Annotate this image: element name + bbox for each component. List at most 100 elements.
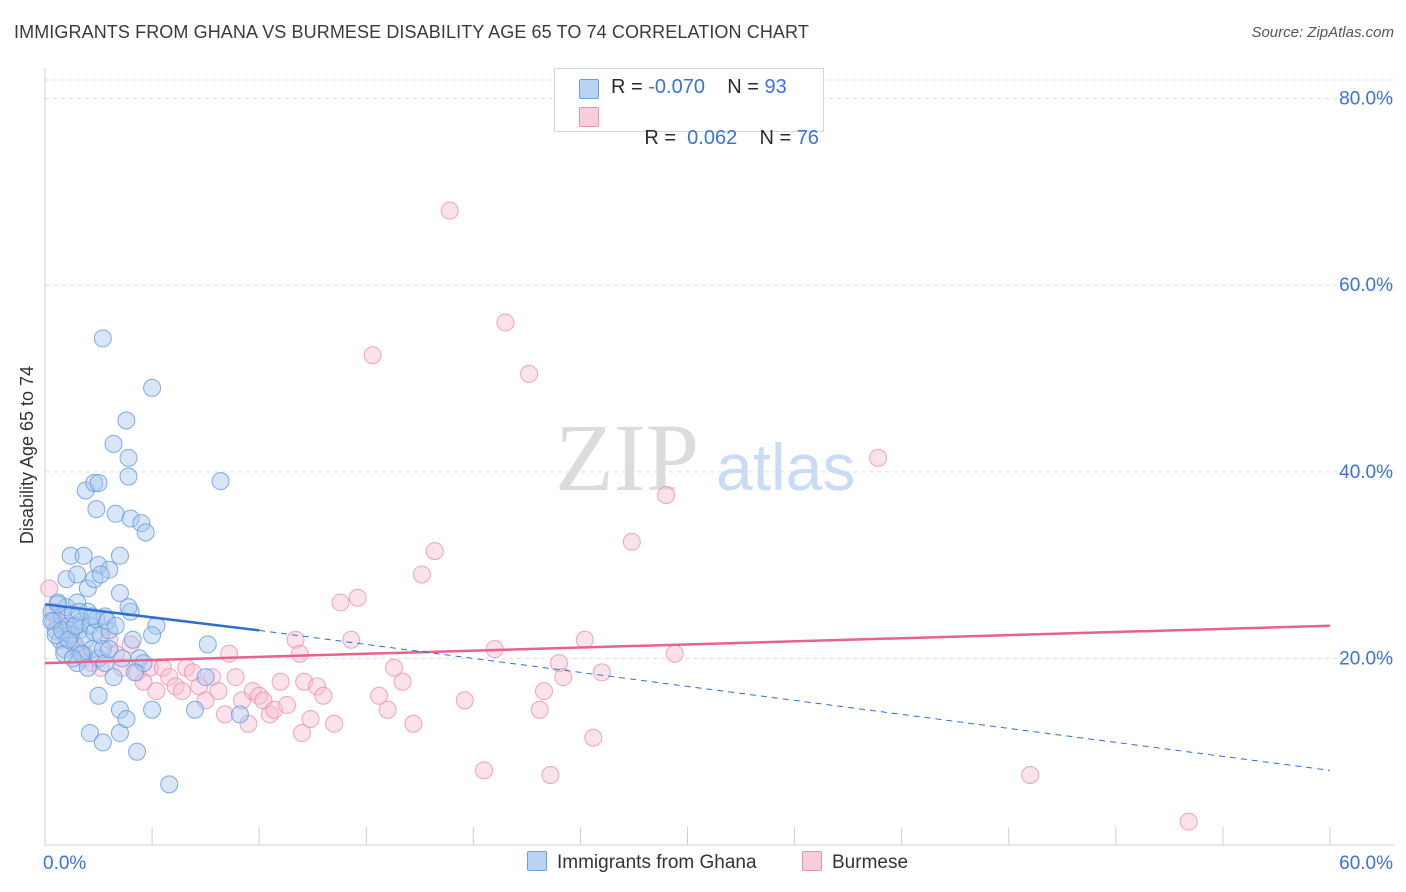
burmese-point [520,364,539,383]
legend-r-value-ghana: -0.070 [648,76,705,98]
ghana-point [89,474,108,493]
bottom-legend-burmese: Burmese [802,851,908,874]
burmese-point [869,448,888,467]
burmese-point [440,201,459,220]
burmese-point [286,630,305,649]
ghana-point [160,775,179,794]
ghana-point [125,663,144,682]
burmese-point [301,710,320,729]
ghana-point [85,474,104,493]
burmese-points [40,201,1198,831]
ghana-point [104,668,123,687]
correlation-legend: R = -0.070 N = 93 R = 0.062 N = 76 [554,68,824,149]
ghana-point [110,700,129,719]
legend-r-value-burmese: 0.062 [681,127,738,149]
burmese-point [226,668,245,687]
burmese-point [575,630,594,649]
watermark-atlas: atlas [716,430,855,504]
ghana-points [42,329,249,794]
legend-n-label: N = [759,127,797,149]
ghana-point [57,570,76,589]
watermark: ZIP atlas [555,404,855,511]
legend-n-value-burmese: 76 [796,127,819,149]
burmese-point [425,542,444,561]
burmese-point [554,668,573,687]
ghana-point [80,724,99,743]
trend-lines [44,603,1331,771]
burmese-point [393,672,412,691]
burmese-point [293,724,311,743]
ghana-point [68,565,87,584]
burmese-point [278,696,297,715]
burmese-point [147,682,166,701]
burmese-point [307,677,326,696]
burmese-point [40,579,59,598]
burmese-point [209,682,228,701]
burmese-point [342,630,361,649]
ghana-point [230,705,249,724]
burmese-point [535,682,554,701]
burmese-point [348,588,367,607]
y-tick-label: 20.0% [1339,648,1393,669]
ghana-point [83,607,102,626]
ghana-point [93,329,112,348]
ghana-point [95,654,114,673]
burmese-point [331,593,350,612]
legend-swatch-burmese [579,107,599,127]
burmese-point [1021,766,1040,785]
legend-n-label: N = [727,76,765,98]
bottom-legend-swatch-burmese [802,851,822,871]
ghana-point [93,640,112,659]
ghana-point [185,700,204,719]
ghana-point [121,509,140,528]
burmese-point [541,766,560,785]
burmese-point [370,686,389,705]
burmese-point [121,635,140,654]
x-tick-label: 60.0% [1339,853,1393,874]
burmese-point [271,672,290,691]
ghana-point [61,546,80,565]
ghana-point [91,565,110,584]
ghana-point [53,607,72,626]
legend-r-label: R = [644,127,682,149]
ghana-point [117,710,136,729]
ghana-point [87,500,106,519]
legend-swatch-ghana [579,79,599,99]
ghana-point [136,523,155,542]
burmese-point [657,486,676,505]
ghana-point [106,616,125,635]
burmese-point [592,663,611,682]
burmese-point [412,565,431,584]
ghana-point [211,472,230,491]
y-axis-title: Disability Age 65 to 74 [17,366,37,544]
burmese-point [1179,812,1198,831]
bottom-legend-label-ghana: Immigrants from Ghana [557,852,757,873]
burmese-point [530,700,549,719]
burmese-trend-line [44,624,1331,665]
burmese-point [385,658,404,677]
burmese-point [173,682,192,701]
ghana-point [100,640,119,659]
y-tick-label: 60.0% [1339,275,1393,296]
burmese-point [404,714,423,733]
ghana-point [61,626,80,645]
ghana-point [106,504,125,523]
burmese-point [550,654,568,673]
ghana-point [110,546,129,565]
burmese-point [665,644,684,663]
burmese-point [160,668,179,687]
y-tick-label: 80.0% [1339,89,1393,110]
burmese-point [455,691,474,710]
burmese-point [314,686,333,705]
burmese-point [584,728,603,747]
ghana-point [104,434,123,453]
ghana-point [110,584,129,603]
burmese-point [325,714,344,733]
ghana-point [143,378,162,397]
ghana-point [198,635,217,654]
ghana-point [65,616,84,635]
ghana-point [119,467,138,486]
burmese-point [378,700,397,719]
source-label: Source: ZipAtlas.com [1251,24,1394,41]
